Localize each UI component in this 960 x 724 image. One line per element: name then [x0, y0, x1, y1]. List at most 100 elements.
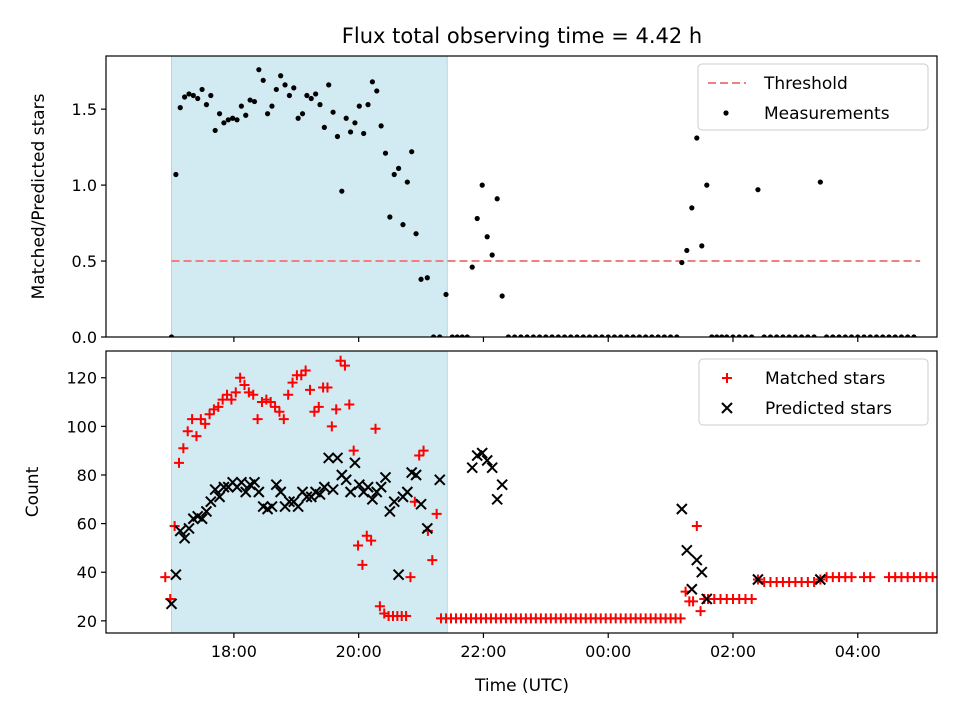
legend-label: Predicted stars — [765, 399, 892, 419]
y-tick-label: 60 — [77, 515, 97, 534]
measurement-point — [326, 82, 332, 88]
measurement-point — [449, 334, 455, 337]
measurement-point — [474, 215, 480, 222]
predicted-star-point — [248, 476, 261, 488]
y-tick-label: 80 — [77, 466, 97, 485]
measurement-point — [190, 92, 196, 99]
measurement-point — [499, 293, 505, 299]
measurement-point — [505, 334, 511, 337]
measurement-point — [291, 85, 297, 91]
predicted-star-point — [235, 476, 248, 488]
ratio-panel: 0.0 0.5 1.0 1.5 Matched/Predicted stars Thres… — [29, 55, 938, 347]
measurement-point — [352, 120, 358, 126]
measurement-point — [568, 334, 574, 337]
measurement-point — [668, 334, 674, 337]
measurement-point — [774, 334, 780, 337]
y-tick-label: 120 — [66, 369, 97, 388]
measurement-point — [524, 334, 530, 337]
predicted-star-point — [205, 496, 217, 508]
predicted-star-point — [415, 498, 427, 510]
measurement-point — [469, 264, 475, 270]
matched-star-point — [252, 414, 263, 425]
y-axis-label: Matched/Predicted stars — [29, 93, 49, 299]
predicted-star-point — [496, 478, 508, 491]
measurement-point — [374, 88, 380, 94]
legend-label: Threshold — [763, 74, 848, 94]
measurement-point — [512, 334, 518, 337]
predicted-star-point — [170, 568, 182, 581]
measurement-point — [400, 222, 406, 228]
measurement-point — [243, 112, 249, 118]
matched-star-point — [195, 414, 206, 425]
matched-star-point — [326, 421, 337, 432]
measurement-point — [413, 231, 419, 237]
matched-star-point — [182, 426, 193, 437]
matched-star-point — [418, 445, 429, 456]
measurement-point — [361, 130, 367, 137]
predicted-star-point — [388, 496, 400, 508]
measurement-point — [273, 86, 279, 93]
matched-star-point — [222, 389, 233, 400]
measurement-point — [799, 334, 805, 337]
measurement-point — [489, 252, 495, 258]
measurement-point — [694, 135, 700, 141]
measurement-point — [724, 334, 730, 337]
predicted-star-point — [301, 491, 313, 503]
measurement-point — [238, 103, 244, 109]
measurement-point — [709, 334, 715, 337]
measurement-point — [269, 103, 275, 109]
predicted-star-point — [174, 525, 186, 537]
measurement-point — [459, 334, 465, 337]
matched-star-point — [200, 418, 211, 429]
matched-star-point — [865, 572, 876, 583]
measurement-point — [437, 334, 443, 337]
matched-star-point — [322, 382, 333, 393]
measurement-point — [898, 334, 905, 337]
measurement-point — [649, 334, 655, 337]
measurement-point — [530, 334, 536, 337]
measurement-point — [369, 79, 375, 85]
matched-star-point — [296, 370, 307, 381]
measurement-point — [842, 334, 848, 337]
matched-star-point — [217, 394, 228, 405]
measurement-point — [295, 115, 301, 121]
predicted-star-point — [266, 500, 278, 513]
measurement-point — [186, 91, 192, 97]
measurement-point — [356, 103, 362, 109]
matched-star-point — [746, 593, 757, 604]
matched-star-point — [265, 397, 276, 408]
measurement-point — [886, 334, 892, 337]
predicted-star-point — [340, 474, 352, 486]
matched-star-point — [173, 457, 184, 468]
predicted-star-point — [349, 457, 361, 469]
x-tick-label: 02:00 — [710, 642, 756, 661]
matched-star-point — [278, 414, 289, 425]
legend: Matched stars Predicted stars — [698, 358, 929, 426]
matched-star-point — [226, 394, 237, 405]
measurement-point — [221, 120, 227, 126]
predicted-star-point — [481, 454, 493, 467]
matched-star-point — [695, 606, 706, 617]
matched-star-point — [370, 423, 381, 434]
matched-star-point — [353, 540, 364, 551]
matched-star-point — [414, 450, 425, 461]
predicted-star-point — [814, 573, 827, 586]
measurement-point — [761, 334, 767, 337]
matched-star-point — [846, 572, 857, 583]
predicted-star-point — [274, 486, 287, 498]
predicted-star-point — [366, 493, 379, 506]
predicted-star-point — [752, 573, 764, 586]
predicted-star-point — [353, 478, 366, 491]
measurement-point — [216, 111, 223, 117]
measurement-point — [593, 334, 599, 337]
measurement-point — [391, 171, 397, 178]
matched-star-point — [305, 384, 316, 395]
measurement-point — [536, 334, 543, 337]
matched-star-point — [160, 572, 171, 583]
matched-star-point — [230, 387, 241, 398]
matched-star-point — [691, 521, 702, 532]
chart-title: Flux total observing time = 4.42 h — [342, 24, 702, 48]
predicted-star-point — [401, 486, 414, 498]
matched-star-point — [431, 508, 442, 519]
measurement-point — [260, 77, 266, 83]
